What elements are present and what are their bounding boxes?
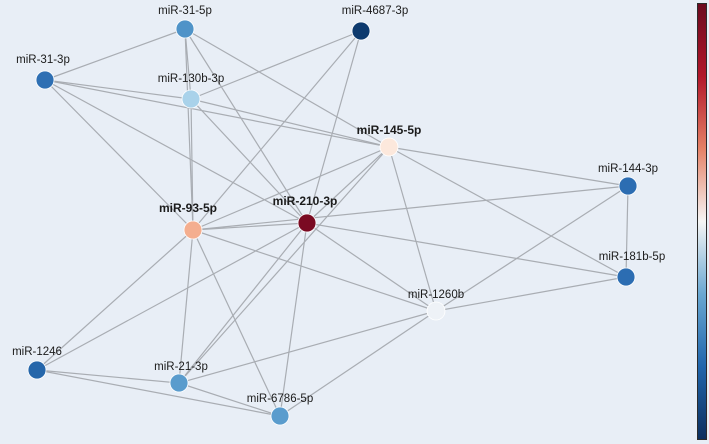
edge-miR-144-3p-to-miR-1260b: [435, 185, 629, 312]
node-label-miR-1246: miR-1246: [12, 346, 62, 358]
node-miR-1260b[interactable]: [426, 301, 446, 321]
edge-miR-93-5p-to-miR-1246: [36, 229, 194, 371]
node-miR-31-5p[interactable]: [175, 19, 195, 39]
network-graph: miR-31-5p miR-4687-3p miR-31-3p miR-130b-3p…: [12, 5, 665, 426]
edge-miR-31-5p-to-miR-93-5p: [184, 28, 194, 231]
edge-miR-93-5p-to-miR-210-3p: [192, 222, 308, 231]
edge-miR-31-3p-to-miR-130b-3p: [44, 79, 192, 100]
edge-miR-144-3p-to-miR-181b-5p: [625, 185, 629, 278]
edge-miR-21-3p-to-miR-6786-5p: [178, 382, 281, 417]
edges-layer: [36, 28, 629, 417]
edge-miR-31-5p-to-miR-31-3p: [44, 28, 186, 81]
edge-miR-93-5p-to-miR-21-3p: [178, 229, 194, 384]
node-miR-6786-5p[interactable]: [270, 406, 290, 426]
node-miR-145-5p[interactable]: [379, 137, 399, 157]
node-label-miR-130b-3p: miR-130b-3p: [158, 73, 224, 85]
edge-miR-1246-to-miR-21-3p: [36, 369, 180, 384]
node-label-miR-210-3p: miR-210-3p: [273, 194, 338, 208]
node-label-miR-181b-5p: miR-181b-5p: [599, 251, 665, 263]
edge-miR-93-5p-to-miR-1260b: [192, 229, 437, 312]
edge-miR-210-3p-to-miR-181b-5p: [306, 222, 627, 278]
node-label-miR-31-3p: miR-31-3p: [16, 54, 70, 66]
edge-miR-4687-3p-to-miR-210-3p: [306, 30, 362, 224]
node-miR-130b-3p[interactable]: [181, 89, 201, 109]
edge-miR-93-5p-to-miR-6786-5p: [192, 229, 281, 417]
node-label-miR-4687-3p: miR-4687-3p: [342, 5, 408, 17]
edge-miR-31-5p-to-miR-145-5p: [184, 28, 390, 148]
node-miR-21-3p[interactable]: [169, 373, 189, 393]
edge-miR-31-3p-to-miR-210-3p: [44, 79, 308, 224]
edge-miR-144-3p-to-miR-93-5p: [192, 185, 629, 231]
edge-miR-145-5p-to-miR-93-5p: [192, 146, 390, 231]
edge-miR-210-3p-to-miR-21-3p: [178, 222, 308, 384]
edge-miR-1260b-to-miR-181b-5p: [435, 276, 627, 312]
node-miR-1246[interactable]: [27, 360, 47, 380]
edge-miR-1260b-to-miR-6786-5p: [279, 310, 437, 417]
labels-layer: miR-31-5p miR-4687-3p miR-31-3p miR-130b-3p…: [12, 5, 665, 405]
edge-miR-145-5p-to-miR-144-3p: [388, 146, 629, 187]
node-miR-144-3p[interactable]: [618, 176, 638, 196]
edge-miR-130b-3p-to-miR-145-5p: [190, 98, 390, 148]
node-label-miR-21-3p: miR-21-3p: [154, 361, 208, 373]
node-label-miR-31-5p: miR-31-5p: [158, 5, 212, 17]
edge-miR-31-3p-to-miR-145-5p: [44, 79, 390, 148]
edge-miR-210-3p-to-miR-1260b: [306, 222, 437, 312]
edge-miR-31-3p-to-miR-93-5p: [44, 79, 194, 231]
node-miR-4687-3p[interactable]: [351, 21, 371, 41]
nodes-layer: [27, 19, 638, 426]
node-miR-210-3p[interactable]: [297, 213, 317, 233]
edge-miR-1246-to-miR-6786-5p: [36, 369, 281, 417]
edge-miR-145-5p-to-miR-21-3p: [178, 146, 390, 384]
node-label-miR-93-5p: miR-93-5p: [159, 201, 217, 215]
edge-miR-130b-3p-to-miR-210-3p: [190, 98, 308, 224]
node-label-miR-144-3p: miR-144-3p: [598, 163, 658, 175]
edge-miR-1260b-to-miR-21-3p: [178, 310, 437, 384]
edge-miR-210-3p-to-miR-6786-5p: [279, 222, 308, 417]
edge-miR-210-3p-to-miR-1246: [36, 222, 308, 371]
edge-miR-145-5p-to-miR-210-3p: [306, 146, 390, 224]
node-label-miR-1260b: miR-1260b: [408, 289, 464, 301]
edge-miR-130b-3p-to-miR-93-5p: [190, 98, 194, 231]
node-miR-93-5p[interactable]: [183, 220, 203, 240]
node-label-miR-145-5p: miR-145-5p: [357, 123, 422, 137]
edge-miR-145-5p-to-miR-1260b: [388, 146, 437, 312]
edge-miR-145-5p-to-miR-181b-5p: [388, 146, 627, 278]
edge-miR-4687-3p-to-miR-130b-3p: [190, 30, 362, 100]
edge-miR-4687-3p-to-miR-93-5p: [192, 30, 362, 231]
color-scale-bar: [697, 3, 707, 440]
node-miR-181b-5p[interactable]: [616, 267, 636, 287]
node-label-miR-6786-5p: miR-6786-5p: [247, 393, 313, 405]
node-miR-31-3p[interactable]: [35, 70, 55, 90]
